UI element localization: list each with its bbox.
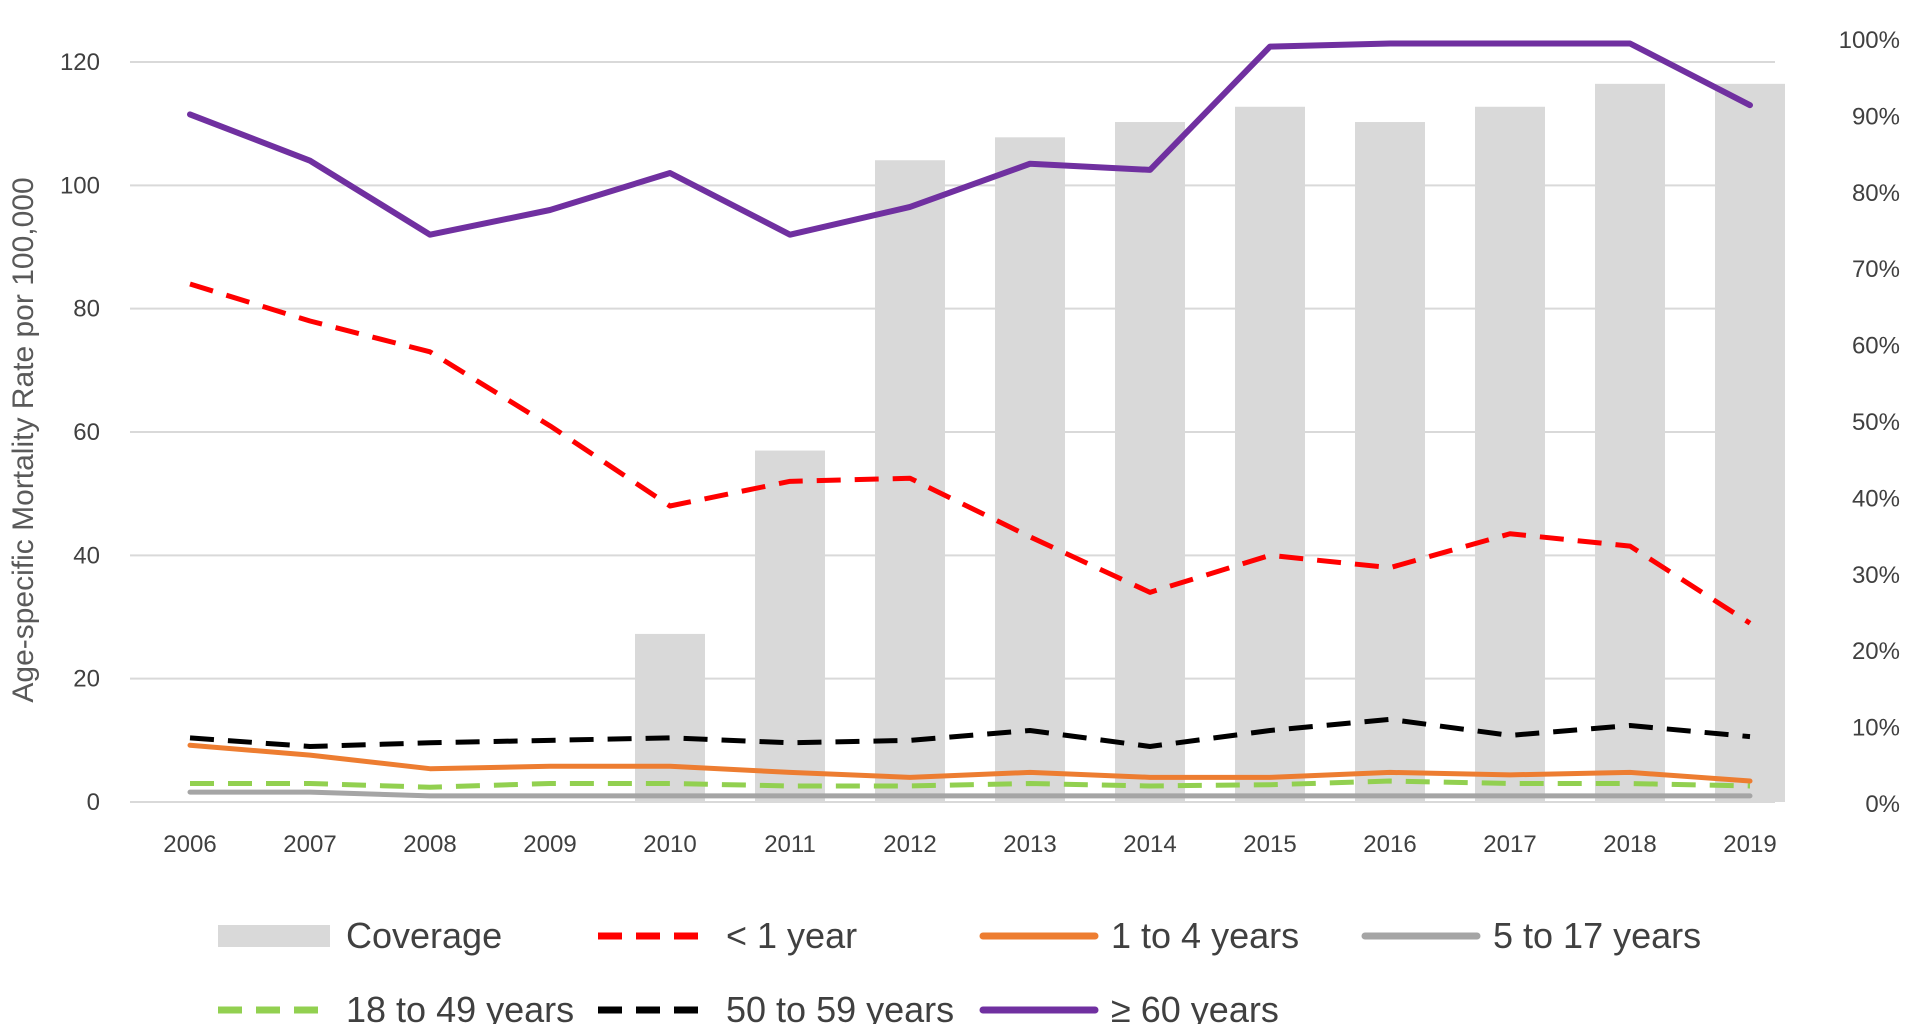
x-tick-label: 2010 <box>643 831 696 858</box>
x-tick-label: 2015 <box>1243 831 1296 858</box>
x-tick-label: 2008 <box>403 831 456 858</box>
coverage-bar-2011 <box>755 450 825 802</box>
coverage-bar-2012 <box>875 160 945 803</box>
y2-tick-label: 10% <box>1852 715 1900 742</box>
legend-item: 18 to 49 years <box>218 989 574 1024</box>
series-line-3 <box>190 778 1751 790</box>
x-tick-label: 2013 <box>1003 831 1056 858</box>
y-tick-label: 20 <box>73 666 100 693</box>
legend: Coverage < 1 year 1 to 4 years 5 to 17 year… <box>218 915 1701 1024</box>
legend-label: 50 to 59 years <box>726 989 954 1024</box>
legend-label: < 1 year <box>726 915 857 956</box>
y2-tick-label: 30% <box>1852 562 1900 589</box>
x-tick-label: 2006 <box>163 831 216 858</box>
gridlines <box>130 61 1775 803</box>
coverage-bar-2017 <box>1475 106 1545 802</box>
coverage-bars <box>635 83 1785 803</box>
y2-tick-label: 80% <box>1852 180 1900 207</box>
x-tick-label: 2007 <box>283 831 336 858</box>
coverage-bar-2019 <box>1715 83 1785 803</box>
y2-tick-label: 20% <box>1852 638 1900 665</box>
series-line-2 <box>187 789 1753 799</box>
y-tick-label: 80 <box>73 296 100 323</box>
legend-item: < 1 year <box>598 915 857 956</box>
x-tick-label: 2012 <box>883 831 936 858</box>
coverage-bar-2013 <box>995 137 1065 802</box>
y2-tick-label: 50% <box>1852 409 1900 436</box>
y-tick-label: 60 <box>73 419 100 446</box>
legend-label: Coverage <box>346 915 502 956</box>
x-tick-label: 2016 <box>1363 831 1416 858</box>
legend-swatch-coverage <box>218 925 330 947</box>
x-tick-label: 2017 <box>1483 831 1536 858</box>
x-tick-label: 2009 <box>523 831 576 858</box>
coverage-bar-2010 <box>635 633 705 802</box>
y2-tick-label: 40% <box>1852 485 1900 512</box>
series-line-5 <box>187 40 1753 238</box>
y2-tick-label: 100% <box>1839 27 1900 54</box>
y-tick-label: 40 <box>73 542 100 569</box>
y2-tick-label: 60% <box>1852 333 1900 360</box>
x-tick-label: 2014 <box>1123 831 1176 858</box>
x-tick-label: 2011 <box>764 831 816 858</box>
legend-item: ≥ 60 years <box>979 989 1279 1024</box>
coverage-bar-2014 <box>1115 122 1185 803</box>
x-tick-label: 2019 <box>1723 831 1776 858</box>
y2-tick-label: 0% <box>1865 791 1900 818</box>
series-line-1 <box>187 742 1753 784</box>
y-tick-label: 120 <box>60 49 100 76</box>
coverage-bar-2018 <box>1595 83 1665 803</box>
legend-label: 1 to 4 years <box>1111 915 1299 956</box>
coverage-bar-2016 <box>1355 122 1425 803</box>
series-line-4 <box>189 716 1751 749</box>
coverage-bar-2015 <box>1235 106 1305 802</box>
x-tick-label: 2018 <box>1603 831 1656 858</box>
legend-item: Coverage <box>218 915 502 956</box>
y-tick-label: 0 <box>87 789 100 816</box>
y-tick-label: 100 <box>60 172 100 199</box>
legend-item: 5 to 17 years <box>1361 915 1701 956</box>
legend-item: 50 to 59 years <box>598 989 954 1024</box>
legend-label: ≥ 60 years <box>1111 989 1279 1024</box>
y2-tick-label: 70% <box>1852 256 1900 283</box>
legend-item: 1 to 4 years <box>979 915 1299 956</box>
y2-tick-label: 90% <box>1852 103 1900 130</box>
axes: 0 20 40 60 80 100 120 0% 10% 20% 30% 40% 50% 60% 70% 80… <box>7 27 1900 858</box>
legend-label: 5 to 17 years <box>1493 915 1701 956</box>
legend-label: 18 to 49 years <box>346 989 574 1024</box>
series-line-0 <box>189 281 1752 626</box>
series-lines <box>187 40 1753 799</box>
y-axis-title: Age-specific Mortality Rate por 100,000 <box>7 177 40 702</box>
